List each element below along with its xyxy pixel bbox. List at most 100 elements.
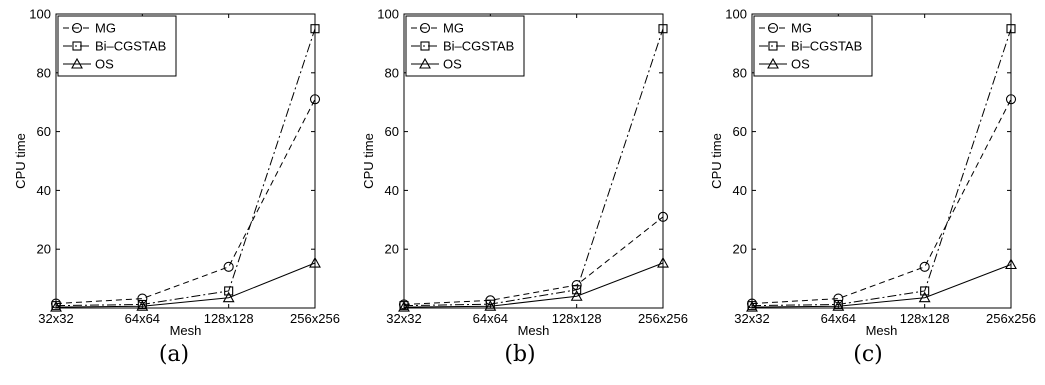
- data-point-square: [1006, 24, 1016, 34]
- y-tick-label: 100: [377, 7, 399, 22]
- series-line-circle-c: [751, 99, 1012, 305]
- x-tick-label: 256x256: [638, 311, 688, 326]
- legend-label: OS: [95, 57, 114, 72]
- y-tick-label: 80: [37, 65, 51, 80]
- legend-b: MG Bi–CGSTAB OS: [405, 15, 525, 77]
- data-point-square: [224, 286, 234, 296]
- data-point-triangle: [136, 300, 149, 311]
- x-tick-label: 32x32: [734, 311, 769, 326]
- x-tick-label: 64x64: [821, 311, 856, 326]
- legend-label: MG: [95, 21, 116, 36]
- y-tick-label: 40: [385, 183, 399, 198]
- legend-label: Bi–CGSTAB: [95, 39, 166, 54]
- y-tick-label: 60: [385, 124, 399, 139]
- data-point-circle: [1005, 94, 1017, 105]
- y-tick-label: 20: [37, 242, 51, 257]
- x-tick-label: 32x32: [38, 311, 73, 326]
- data-point-triangle: [657, 256, 669, 268]
- legend-label: MG: [443, 21, 464, 36]
- y-tick-label: 20: [733, 242, 747, 257]
- x-tick-label: 256x256: [290, 311, 340, 326]
- series-line-square-b: [403, 28, 664, 307]
- x-tick-label: 64x64: [473, 311, 508, 326]
- series-line-square-a: [55, 28, 316, 307]
- data-point-triangle: [918, 291, 931, 303]
- legend-label: MG: [791, 21, 812, 36]
- chart-c-svg: 32x32 64x64 128x128 256x256 20 40 60 80 100 Mesh C…: [709, 7, 1036, 339]
- plot-frame-c: [751, 13, 1012, 309]
- legend-marker-circle: [71, 22, 83, 34]
- series-line-triangle-b: [403, 262, 664, 308]
- data-point-circle: [223, 261, 234, 272]
- data-point-triangle: [50, 300, 62, 312]
- data-point-square: [658, 24, 668, 34]
- series-line-circle-b: [403, 216, 664, 305]
- legend-marker-square: [768, 41, 778, 51]
- data-point-circle: [919, 261, 930, 272]
- x-axis-title-a: Mesh: [170, 323, 202, 338]
- chart-b-svg: 32x32 64x64 128x128 256x256 20 40 60 80 100 Mesh C…: [361, 7, 688, 339]
- y-tick-label: 80: [385, 65, 399, 80]
- data-point-circle: [309, 94, 321, 105]
- series-line-circle-a: [55, 99, 316, 305]
- legend-label: Bi–CGSTAB: [443, 39, 514, 54]
- data-point-circle: [833, 293, 844, 304]
- x-tick-label: 256x256: [986, 311, 1036, 326]
- chart-a-svg: 32x32 64x64 128x128 256x256 20 40 60 80 100 Mesh C…: [13, 7, 340, 339]
- legend-label: OS: [443, 57, 462, 72]
- legend-marker-circle: [419, 22, 431, 34]
- chart-panel-b: 32x32 64x64 128x128 256x256 20 40 60 80 100 Mesh C…: [348, 0, 696, 385]
- x-tick-label: 128x128: [900, 311, 950, 326]
- y-tick-label: 40: [733, 183, 747, 198]
- caption-c: (c): [853, 342, 883, 367]
- legend-c: MG Bi–CGSTAB OS: [753, 15, 873, 77]
- legend-box: [753, 15, 873, 77]
- data-point-square: [310, 24, 320, 34]
- y-tick-label: 60: [37, 124, 51, 139]
- legend-box: [57, 15, 177, 77]
- legend-label: OS: [791, 57, 810, 72]
- y-axis-title-b: CPU time: [361, 133, 376, 189]
- chart-panel-a: 32x32 64x64 128x128 256x256 20 40 60 80 100 Mesh C…: [0, 0, 348, 385]
- y-tick-label: 20: [385, 242, 399, 257]
- data-point-triangle: [570, 290, 583, 301]
- caption-b: (b): [504, 342, 536, 367]
- data-point-circle: [137, 293, 148, 304]
- data-point-triangle: [484, 300, 497, 311]
- caption-a: (a): [158, 342, 190, 367]
- legend-marker-triangle: [419, 57, 431, 69]
- data-point-triangle: [309, 256, 321, 268]
- x-axis-title-b: Mesh: [518, 323, 550, 338]
- plot-frame-b: [403, 13, 664, 309]
- series-line-triangle-c: [751, 264, 1012, 308]
- legend-marker-triangle: [71, 57, 83, 69]
- legend-a: MG Bi–CGSTAB OS: [57, 15, 177, 77]
- x-axis-title-c: Mesh: [866, 323, 898, 338]
- data-point-circle: [657, 211, 669, 222]
- plot-frame-a: [55, 13, 316, 309]
- series-line-square-c: [751, 28, 1012, 307]
- y-tick-label: 80: [733, 65, 747, 80]
- y-tick-label: 60: [733, 124, 747, 139]
- x-tick-label: 128x128: [204, 311, 254, 326]
- legend-label: Bi–CGSTAB: [791, 39, 862, 54]
- y-axis-title-c: CPU time: [709, 133, 724, 189]
- legend-marker-square: [420, 41, 430, 51]
- data-point-triangle: [398, 300, 410, 312]
- data-point-triangle: [832, 300, 845, 311]
- chart-panel-c: 32x32 64x64 128x128 256x256 20 40 60 80 100 Mesh C…: [696, 0, 1044, 385]
- x-tick-label: 128x128: [552, 311, 602, 326]
- y-tick-label: 100: [725, 7, 747, 22]
- legend-marker-triangle: [767, 57, 779, 69]
- x-tick-label: 32x32: [386, 311, 421, 326]
- x-tick-label: 64x64: [125, 311, 160, 326]
- data-point-square: [920, 286, 930, 296]
- y-tick-label: 100: [29, 7, 51, 22]
- data-point-triangle: [746, 300, 758, 312]
- legend-box: [405, 15, 525, 77]
- data-point-square: [572, 285, 582, 295]
- y-axis-title-a: CPU time: [13, 133, 28, 189]
- data-point-triangle: [1005, 258, 1017, 270]
- data-point-triangle: [222, 291, 235, 303]
